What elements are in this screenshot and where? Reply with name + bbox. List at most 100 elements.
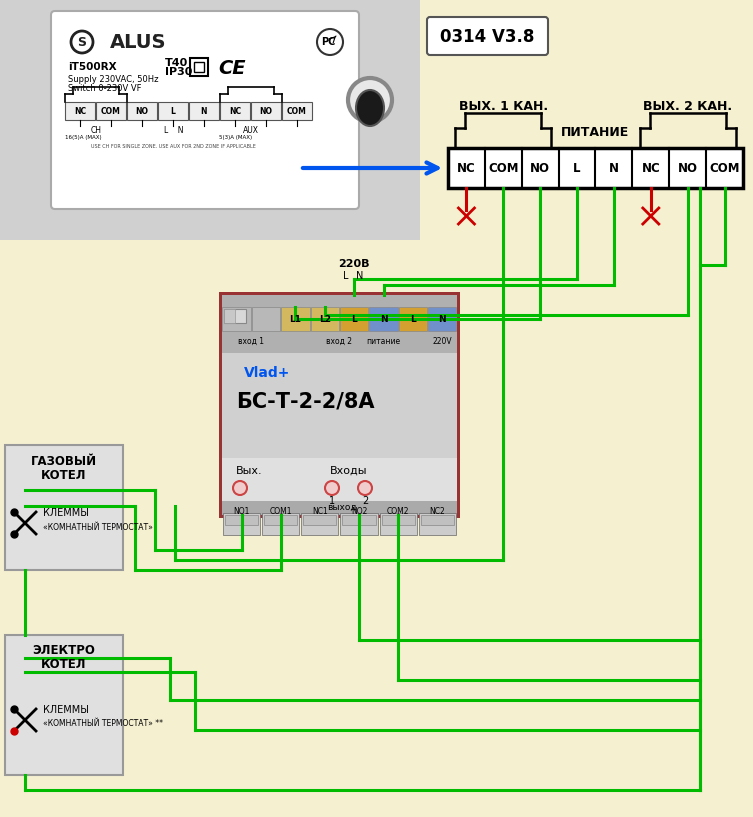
Text: КЛЕММЫ: КЛЕММЫ bbox=[43, 705, 89, 715]
Text: NO1: NO1 bbox=[233, 507, 250, 516]
Text: L2: L2 bbox=[319, 315, 331, 324]
Text: БС-Т-2-2/8А: БС-Т-2-2/8А bbox=[236, 391, 374, 411]
Text: ·: · bbox=[153, 29, 157, 43]
Bar bbox=[311, 307, 339, 331]
Text: COM: COM bbox=[488, 162, 519, 175]
Bar bbox=[65, 102, 95, 120]
Text: L: L bbox=[410, 315, 416, 324]
Text: NC: NC bbox=[642, 162, 660, 175]
Text: Supply 230VAC, 50Hz: Supply 230VAC, 50Hz bbox=[68, 74, 158, 83]
Text: N: N bbox=[609, 162, 619, 175]
Bar bbox=[96, 102, 126, 120]
Circle shape bbox=[348, 78, 392, 122]
Text: питание: питание bbox=[367, 337, 401, 346]
Bar bbox=[222, 501, 457, 515]
Text: T40: T40 bbox=[165, 58, 188, 68]
Bar bbox=[224, 309, 246, 323]
Text: вход 2: вход 2 bbox=[327, 337, 352, 346]
Bar bbox=[428, 307, 456, 331]
Bar bbox=[343, 515, 376, 525]
Circle shape bbox=[233, 481, 247, 495]
Text: NC1: NC1 bbox=[312, 507, 328, 516]
Text: NC2: NC2 bbox=[429, 507, 445, 516]
Bar bbox=[189, 102, 219, 120]
Text: NO: NO bbox=[530, 162, 550, 175]
Text: USE CH FOR SINGLE ZONE. USE AUX FOR 2ND ZONE IF APPLICABLE: USE CH FOR SINGLE ZONE. USE AUX FOR 2ND … bbox=[91, 144, 256, 149]
Text: CH: CH bbox=[90, 126, 102, 135]
Text: Вых.: Вых. bbox=[236, 466, 263, 476]
Bar bbox=[225, 515, 258, 525]
Text: NO: NO bbox=[136, 106, 148, 115]
Bar bbox=[5, 445, 123, 570]
Text: NO2: NO2 bbox=[351, 507, 367, 516]
Bar bbox=[262, 513, 300, 535]
Text: COM2: COM2 bbox=[387, 507, 410, 516]
Text: N: N bbox=[380, 315, 387, 324]
Text: AUX: AUX bbox=[243, 126, 259, 135]
Bar bbox=[399, 307, 427, 331]
Circle shape bbox=[71, 31, 93, 53]
Bar bbox=[5, 635, 123, 775]
Text: 5(3)A (MAX): 5(3)A (MAX) bbox=[219, 135, 252, 140]
Bar bbox=[222, 353, 457, 458]
Text: КОТЕЛ: КОТЕЛ bbox=[41, 468, 87, 481]
Text: Входы: Входы bbox=[330, 466, 367, 476]
Text: 0314 V3.8: 0314 V3.8 bbox=[441, 28, 535, 46]
Text: NO: NO bbox=[260, 106, 273, 115]
Text: 220V: 220V bbox=[432, 337, 452, 346]
Text: COM: COM bbox=[101, 106, 121, 115]
Bar bbox=[340, 307, 368, 331]
Text: вход 1: вход 1 bbox=[239, 337, 264, 346]
Text: ВЫХ. 1 КАН.: ВЫХ. 1 КАН. bbox=[459, 100, 548, 113]
Text: N: N bbox=[201, 106, 207, 115]
Circle shape bbox=[358, 481, 372, 495]
Text: ПИТАНИЕ: ПИТАНИЕ bbox=[562, 126, 630, 139]
Bar bbox=[264, 515, 297, 525]
Bar bbox=[340, 513, 378, 535]
Bar bbox=[0, 0, 420, 235]
Text: S: S bbox=[78, 35, 87, 48]
Bar bbox=[382, 515, 415, 525]
Text: ВЫХ. 2 КАН.: ВЫХ. 2 КАН. bbox=[643, 100, 732, 113]
FancyBboxPatch shape bbox=[427, 17, 548, 55]
Text: PC: PC bbox=[321, 37, 335, 47]
Text: КЛЕММЫ: КЛЕММЫ bbox=[43, 508, 89, 518]
Bar bbox=[127, 102, 157, 120]
Bar bbox=[303, 515, 337, 525]
Text: ГАЗОВЫЙ: ГАЗОВЫЙ bbox=[31, 454, 97, 467]
Bar bbox=[220, 102, 250, 120]
Text: COM: COM bbox=[287, 106, 307, 115]
FancyBboxPatch shape bbox=[51, 11, 359, 209]
Text: NC: NC bbox=[74, 106, 86, 115]
Text: iT500RX: iT500RX bbox=[68, 62, 117, 72]
Text: NC: NC bbox=[457, 162, 476, 175]
Text: 1: 1 bbox=[329, 496, 335, 506]
Text: COM1: COM1 bbox=[270, 507, 292, 516]
Text: CE: CE bbox=[218, 59, 245, 78]
Bar bbox=[0, 0, 420, 240]
Bar bbox=[419, 513, 456, 535]
Text: NO: NO bbox=[678, 162, 698, 175]
Text: выход: выход bbox=[328, 502, 357, 511]
Bar bbox=[301, 513, 339, 535]
Bar bbox=[222, 307, 251, 331]
Text: Switch 0-230V VF: Switch 0-230V VF bbox=[68, 83, 142, 92]
Bar bbox=[222, 295, 457, 515]
Text: N: N bbox=[356, 271, 364, 281]
Text: «КОМНАТНЫЙ ТЕРМОСТАТ»: «КОМНАТНЫЙ ТЕРМОСТАТ» bbox=[43, 523, 153, 532]
Text: 2: 2 bbox=[362, 496, 368, 506]
Bar bbox=[158, 102, 188, 120]
Bar bbox=[251, 102, 281, 120]
Bar bbox=[370, 307, 398, 331]
Text: COM: COM bbox=[709, 162, 739, 175]
Bar bbox=[219, 292, 460, 518]
Text: L: L bbox=[352, 315, 357, 324]
Text: N: N bbox=[438, 315, 446, 324]
Text: L: L bbox=[573, 162, 581, 175]
Text: L: L bbox=[171, 106, 175, 115]
Bar bbox=[223, 513, 261, 535]
Bar bbox=[222, 458, 457, 506]
Text: IP30: IP30 bbox=[165, 67, 192, 77]
Text: L    N: L N bbox=[163, 126, 183, 135]
Circle shape bbox=[317, 29, 343, 55]
